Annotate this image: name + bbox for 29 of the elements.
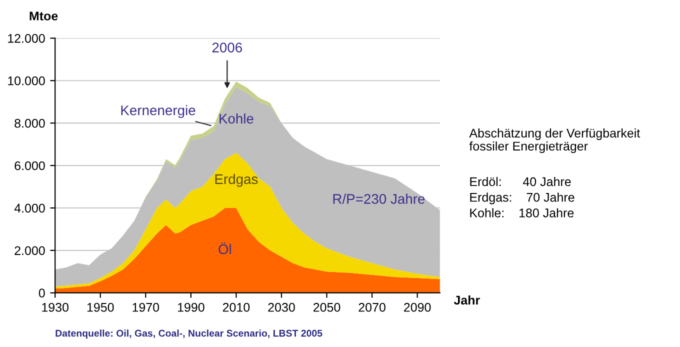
x-tick-label: 2030 [268, 302, 295, 312]
text: Abschätzung der Verfügbarkeit fossiler Energieträger [469, 128, 640, 154]
y-tick-label: 4.000 [14, 204, 45, 213]
y-tick-label: 2.000 [14, 246, 45, 256]
series-label: Erdgas [215, 174, 258, 187]
y-tick-label: 8.000 [14, 118, 45, 128]
y-tick-label: 12.000 [8, 34, 45, 43]
text: Kohle: 180 Jahre [470, 208, 574, 218]
x-tick-label: 1930 [42, 302, 68, 312]
annotation: 2006 [212, 42, 242, 52]
x-tick-label: 2010 [222, 302, 250, 312]
annotation: R/P=230 Jahre [333, 194, 425, 204]
x-tick-label: 2070 [358, 302, 386, 312]
x-tick-label: 2050 [313, 302, 340, 312]
series-label: Öl [218, 242, 231, 254]
x-axis-title: Jahr [454, 295, 480, 305]
x-tick-label: 2090 [404, 302, 431, 312]
series-label: Kernenergie [121, 105, 196, 118]
series-label: Kohle [220, 113, 254, 124]
text: Datenquelle: Oil, Gas, Coal-, Nuclear Scenario, LBST 2005 [56, 330, 322, 339]
y-tick-label: 0 [38, 288, 45, 298]
text: Erdöl: 40 Jahre [470, 176, 571, 186]
y-axis-title: Mtoe [30, 12, 58, 20]
x-tick-label: 1970 [132, 302, 160, 312]
x-tick-label: 1950 [87, 302, 114, 312]
y-tick-label: 6.000 [14, 161, 45, 170]
y-tick-label: 10.000 [8, 76, 45, 86]
x-tick-label: 1990 [178, 302, 204, 312]
text: Erdgas: 70 Jahre [470, 192, 574, 204]
